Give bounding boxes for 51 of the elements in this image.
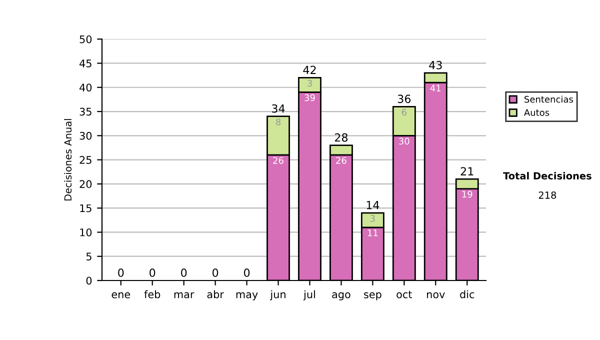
y-tick-label: 5 [86,252,92,260]
text: 218 [538,191,556,199]
data-label: 41 [430,84,441,92]
data-label: 3 [308,80,312,87]
data-label: 19 [462,190,472,198]
data-label: 11 [368,230,378,236]
data-label: 30 [399,138,410,145]
total-label: 43 [429,60,442,70]
x-tick-label: jun [270,290,286,300]
total-label: 28 [334,133,348,142]
x-tick-label: sep [364,292,382,300]
x-tick-label: oct [396,290,412,298]
y-tick-label: 50 [80,35,92,44]
total-label: 0 [181,268,187,277]
legend-label: Autos [524,109,550,116]
x-tick-label: dic [460,290,474,298]
y-tick-label: 25 [80,156,92,164]
y-tick-label: 0 [86,276,92,285]
total-label: 42 [303,66,316,74]
total-label: 0 [150,268,156,277]
total-label: 0 [244,268,250,277]
data-label: 26 [336,157,346,164]
total-label: 21 [460,167,474,176]
x-tick-label: ene [112,292,130,298]
text: Total Decisiones [503,172,592,180]
data-label: 6 [402,108,406,116]
y-axis-title: Decisiones Anual [64,119,72,200]
y-tick-label: 10 [80,228,92,236]
data-label: 3 [370,215,375,222]
x-tick-label: ago [332,292,350,300]
y-tick-label: 35 [80,108,92,116]
y-tick-label: 45 [80,60,92,68]
x-tick-label: may [236,292,258,300]
total-label: 36 [398,94,411,104]
total-label: 14 [366,201,380,210]
data-label: 8 [276,118,281,126]
x-tick-label: nov [427,292,445,298]
x-tick-label: jul [303,290,315,300]
y-tick-label: 30 [80,132,92,140]
x-tick-label: mar [174,292,194,298]
total-label: 0 [118,268,124,277]
x-tick-label: feb [144,290,160,298]
legend-label: Sentencias [524,96,574,103]
total-label: 0 [212,268,218,277]
data-label: 39 [304,94,315,102]
total-label: 34 [272,104,285,113]
y-tick-label: 20 [80,180,92,188]
y-tick-label: 15 [80,204,92,212]
y-tick-label: 40 [80,84,92,92]
data-label: 26 [273,157,284,164]
x-tick-label: abr [207,290,224,298]
